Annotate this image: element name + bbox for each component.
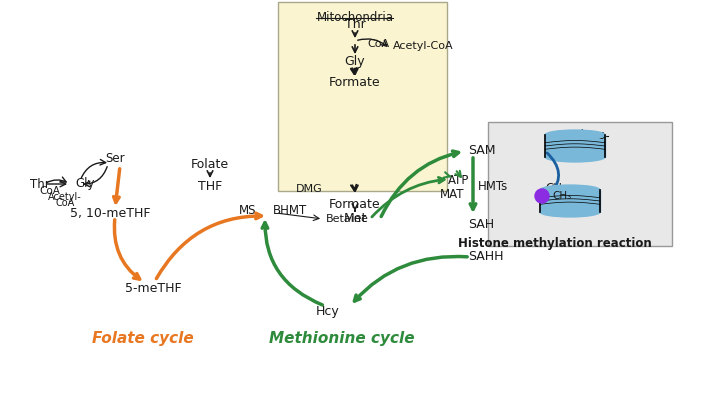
Text: 5-meTHF: 5-meTHF — [125, 282, 182, 296]
FancyBboxPatch shape — [488, 122, 672, 246]
Bar — [545, 135, 605, 157]
Text: ATP: ATP — [448, 174, 469, 188]
Text: Thr: Thr — [345, 18, 365, 32]
FancyBboxPatch shape — [278, 2, 447, 191]
Bar — [540, 190, 600, 212]
Text: Met: Met — [343, 213, 367, 225]
Text: MAT: MAT — [440, 188, 464, 201]
Ellipse shape — [540, 185, 600, 195]
Text: Mitochondria: Mitochondria — [317, 11, 394, 24]
Text: SAH: SAH — [468, 217, 494, 231]
Text: SAM: SAM — [468, 144, 496, 158]
Text: Gly: Gly — [345, 55, 365, 67]
Text: 5, 10-meTHF: 5, 10-meTHF — [70, 207, 150, 221]
Text: Methionine cycle: Methionine cycle — [269, 332, 415, 346]
Text: Nucleus: Nucleus — [558, 129, 605, 142]
Text: Histone methylation reaction: Histone methylation reaction — [458, 237, 652, 251]
Text: Folate: Folate — [191, 158, 229, 170]
Ellipse shape — [540, 207, 600, 217]
Text: CoA: CoA — [40, 186, 61, 196]
Text: CH₃: CH₃ — [545, 182, 567, 196]
Text: CoA: CoA — [367, 39, 389, 49]
Text: Thr: Thr — [30, 178, 50, 190]
Text: BHMT: BHMT — [273, 205, 308, 217]
Text: Betaine: Betaine — [326, 214, 369, 224]
Text: Formate: Formate — [329, 77, 381, 89]
Circle shape — [535, 189, 549, 203]
Text: Gly: Gly — [75, 178, 95, 190]
Text: DMG: DMG — [296, 184, 323, 194]
Text: Folate cycle: Folate cycle — [92, 332, 194, 346]
Text: CH₃: CH₃ — [552, 191, 571, 201]
Text: Acetyl-: Acetyl- — [48, 192, 82, 202]
Ellipse shape — [545, 130, 605, 140]
Text: HMTs: HMTs — [478, 180, 508, 192]
Text: Hcy: Hcy — [316, 304, 340, 318]
Ellipse shape — [545, 152, 605, 162]
Text: Acetyl-CoA: Acetyl-CoA — [393, 41, 454, 51]
Text: Ser: Ser — [105, 152, 125, 166]
Text: SAHH: SAHH — [468, 251, 503, 263]
Text: THF: THF — [198, 180, 222, 192]
Text: MS: MS — [239, 205, 256, 217]
Text: CoA: CoA — [56, 198, 75, 208]
Text: Formate: Formate — [329, 198, 381, 211]
